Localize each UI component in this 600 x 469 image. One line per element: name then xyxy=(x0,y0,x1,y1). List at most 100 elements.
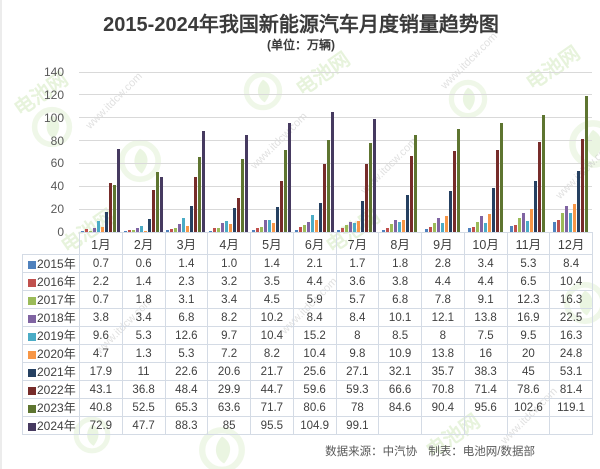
table-maker-text: 制表：电池网/数据部 xyxy=(428,446,535,458)
bar-2021年-2月 xyxy=(147,219,151,232)
value-cell: 16.3 xyxy=(549,290,593,309)
year-cell: 2024年 xyxy=(22,416,80,435)
y-axis-tick-label: 40 xyxy=(50,179,64,194)
bar-2018年-10月 xyxy=(479,216,483,232)
y-axis-tick-label: 80 xyxy=(50,133,64,148)
value-cell: 10.4 xyxy=(549,272,593,291)
bar-2016年-8月 xyxy=(386,228,390,232)
month-header-cell: 7月 xyxy=(335,232,380,255)
bar-2021年-6月 xyxy=(318,203,322,232)
value-cell: 48.4 xyxy=(164,380,209,399)
value-cell: 6.8 xyxy=(164,308,209,327)
gridline xyxy=(79,162,592,164)
year-cell: 2018年 xyxy=(22,308,80,327)
bar-2018年-1月 xyxy=(92,228,96,232)
table-row-2016年: 2016年 2.2 1.4 2.3 3.2 3.5 4.4 3.6 3.8 4.4 4.4 6.5 10… xyxy=(22,272,593,291)
value-cell: 1.8 xyxy=(121,290,166,309)
value-cell: 47.7 xyxy=(121,416,166,435)
y-axis-tick-label: 100 xyxy=(43,110,64,125)
value-cell: 12.1 xyxy=(421,308,465,327)
bar-2024年-6月 xyxy=(330,112,334,232)
bar-2017年-4月 xyxy=(217,228,221,232)
table-row-2015年: 2015年 0.7 0.6 1.4 1.0 1.4 2.1 1.7 1.8 2.8 3.4 5.3 8.… xyxy=(22,254,593,273)
bar-group-7月 xyxy=(336,72,379,232)
value-cell: 1.4 xyxy=(121,272,166,291)
bar-2016年-12月 xyxy=(557,220,561,232)
bar-2018年-3月 xyxy=(178,224,182,232)
value-cell: 16.3 xyxy=(549,326,593,345)
value-cell: 17.9 xyxy=(79,362,123,381)
value-cell: 99.1 xyxy=(335,416,380,435)
bar-2021年-1月 xyxy=(104,212,108,232)
value-cell: 20 xyxy=(506,344,551,363)
plot-area xyxy=(79,71,592,232)
value-cell: 44.7 xyxy=(250,380,294,399)
month-header-cell: 6月 xyxy=(292,232,337,255)
bar-group-6月 xyxy=(293,72,336,232)
table-row-2017年: 2017年 0.7 1.8 3.1 3.4 4.5 5.9 5.7 6.8 7.8 9.1 12.3 1… xyxy=(22,290,593,309)
bar-2018年-5月 xyxy=(263,220,267,232)
bar-2015年-5月 xyxy=(251,230,255,232)
month-header-cell: 8月 xyxy=(378,232,422,255)
legend-swatch-icon xyxy=(28,279,36,287)
bar-2017年-6月 xyxy=(302,225,306,232)
value-cell: 25.6 xyxy=(292,362,337,381)
value-cell xyxy=(463,416,508,435)
value-cell: 3.5 xyxy=(250,272,294,291)
value-cell: 38.3 xyxy=(463,362,508,381)
bar-2022年-5月 xyxy=(279,181,283,232)
value-cell: 4.4 xyxy=(421,272,465,291)
value-cell: 3.1 xyxy=(164,290,209,309)
bar-group-12月 xyxy=(549,72,592,232)
value-cell: 8.2 xyxy=(250,344,294,363)
value-cell: 66.6 xyxy=(378,380,422,399)
value-cell: 7.8 xyxy=(421,290,465,309)
table-row-2023年: 2023年 40.8 52.5 65.3 63.6 71.7 80.6 78 84.6 90.4 9… xyxy=(22,398,593,417)
bar-2016年-11月 xyxy=(514,225,518,232)
bar-2021年-7月 xyxy=(361,201,365,232)
value-cell: 5.7 xyxy=(335,290,380,309)
value-cell: 1.7 xyxy=(335,254,380,273)
legend-swatch-icon xyxy=(28,351,36,359)
y-axis: 0 20 40 60 80 100 120 140 xyxy=(22,65,79,239)
bar-2019年-7月 xyxy=(353,223,357,232)
value-cell: 71.7 xyxy=(250,398,294,417)
year-cell: 2017年 xyxy=(22,290,80,309)
table-row-2020年: 2020年 4.7 1.3 5.3 7.2 8.2 10.4 9.8 10.9 13.8 16 20 2… xyxy=(22,344,593,363)
bar-2015年-11月 xyxy=(510,226,514,232)
bar-2022年-7月 xyxy=(365,164,369,232)
chart-subtitle: (单位：万辆) xyxy=(267,38,335,52)
y-axis-tick-label: 60 xyxy=(50,156,64,171)
value-cell: 3.2 xyxy=(207,272,251,291)
bar-2016年-3月 xyxy=(170,229,174,232)
bar-2021年-5月 xyxy=(275,207,279,232)
bar-2019年-4月 xyxy=(225,221,229,232)
bar-2019年-8月 xyxy=(398,222,402,232)
bar-2018年-4月 xyxy=(221,223,225,232)
bar-2022年-2月 xyxy=(151,190,155,232)
bar-2017年-3月 xyxy=(174,228,178,232)
value-cell xyxy=(421,416,465,435)
bar-2022年-12月 xyxy=(581,139,585,232)
value-cell: 12.6 xyxy=(164,326,209,345)
legend-swatch-icon xyxy=(28,369,36,377)
bar-2022年-11月 xyxy=(538,142,542,232)
bar-2024年-5月 xyxy=(287,123,291,232)
value-cell: 59.3 xyxy=(335,380,380,399)
year-cell: 2016年 xyxy=(22,272,80,291)
value-cell xyxy=(549,416,593,435)
value-cell: 2.3 xyxy=(164,272,209,291)
value-cell: 5.3 xyxy=(121,326,166,345)
bar-2020年-5月 xyxy=(271,223,275,232)
bar-2018年-8月 xyxy=(394,220,398,232)
value-cell: 13.8 xyxy=(463,308,508,327)
value-cell: 24.8 xyxy=(549,344,593,363)
value-cell: 0.7 xyxy=(79,254,123,273)
value-cell: 12.3 xyxy=(506,290,551,309)
value-cell: 88.3 xyxy=(164,416,209,435)
data-table: 1月 2月 3月 4月 5月 6月 7月 8月 9月 10月 11月 12月 2015年 0.7 0.6 1… xyxy=(22,232,593,435)
value-cell: 22.5 xyxy=(549,308,593,327)
bar-2018年-11月 xyxy=(522,213,526,232)
bar-2022年-6月 xyxy=(322,164,326,232)
data-source-text: 数据来源：中汽协 xyxy=(325,446,418,458)
